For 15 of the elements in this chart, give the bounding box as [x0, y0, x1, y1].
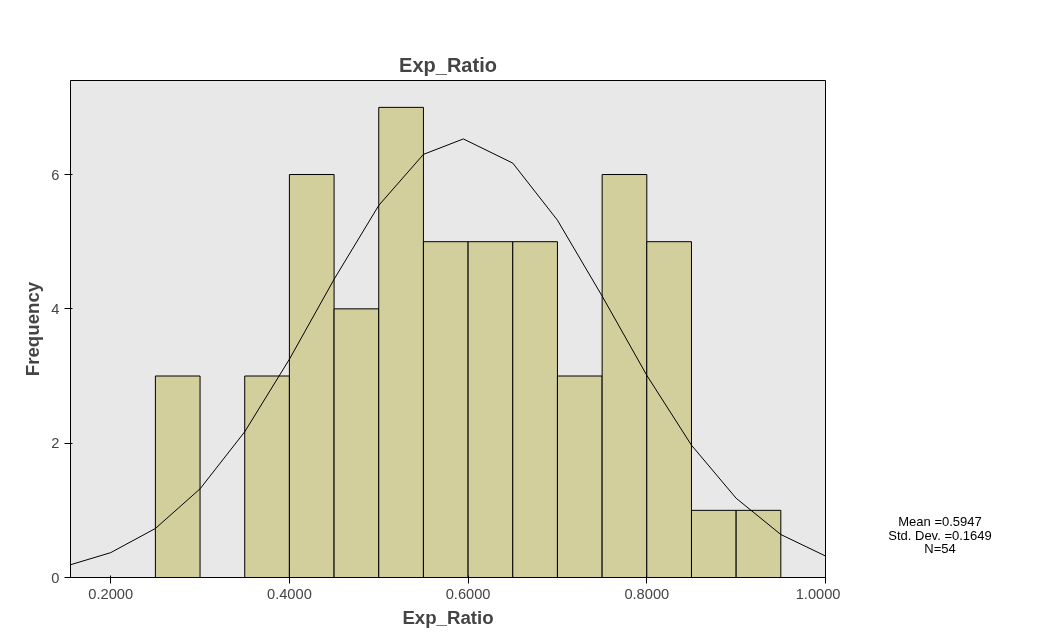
y-tick-label: 6	[51, 166, 60, 183]
x-axis-title: Exp_Ratio	[402, 606, 494, 628]
text: Mean =0.5947	[898, 514, 982, 529]
x-tick-label: 0.8000	[624, 585, 670, 602]
text: N=54	[924, 541, 956, 557]
x-tick-label: 0.6000	[445, 585, 491, 602]
x-tick-label: 1.0000	[795, 585, 841, 602]
y-tick-label: 2	[51, 435, 60, 452]
x-tick-label: 0.4000	[266, 585, 312, 602]
y-tick-label: 0	[51, 569, 60, 586]
x-tick-label: 0.2000	[88, 585, 134, 602]
y-tick-label: 4	[51, 300, 60, 317]
chart-title: Exp_Ratio	[399, 53, 497, 76]
text: Std. Dev. =0.1649	[888, 527, 992, 543]
y-axis-title: Frequency	[22, 281, 44, 377]
